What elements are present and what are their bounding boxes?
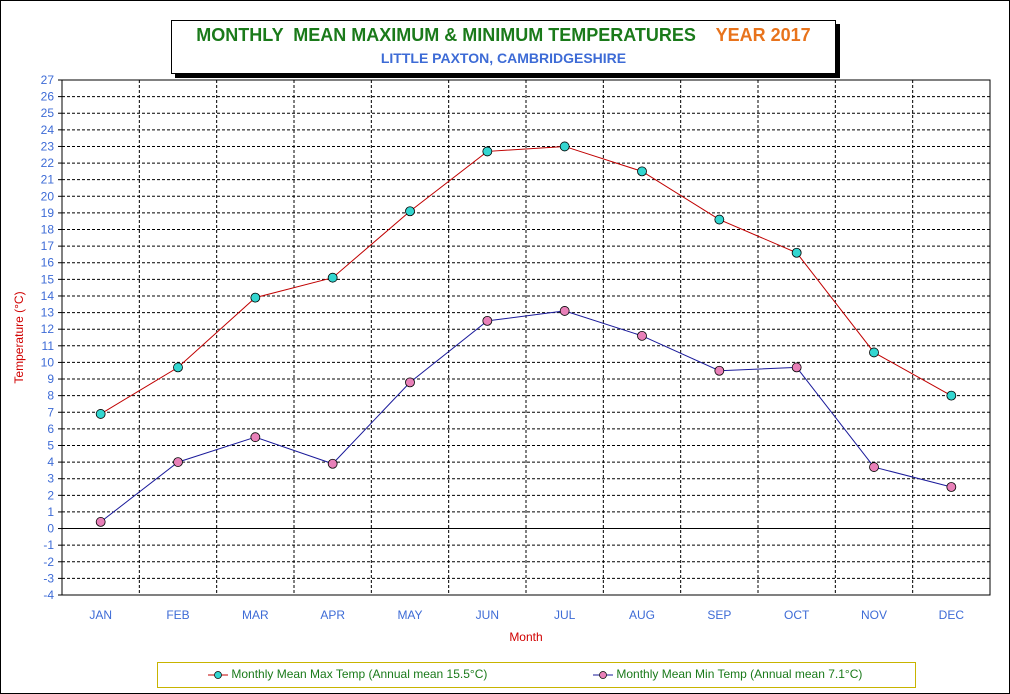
y-tick-label: 12 [41, 322, 55, 336]
y-tick-label: 23 [41, 139, 55, 153]
chart-title-box: MONTHLY MEAN MAXIMUM & MINIMUM TEMPERATU… [171, 20, 836, 74]
data-point-max [250, 292, 261, 303]
y-tick-label: 3 [47, 472, 54, 486]
data-point-max [946, 390, 957, 401]
series-line-max [100, 145, 952, 415]
y-tick-label: 4 [47, 455, 54, 469]
data-point-max [559, 141, 570, 152]
data-point-max [791, 247, 802, 258]
data-point-max [869, 347, 879, 358]
x-tick-label: SEP [707, 608, 731, 622]
x-tick-label: JAN [89, 608, 112, 622]
y-tick-label: 6 [47, 422, 54, 436]
data-point-min [327, 458, 338, 469]
y-tick-label: 1 [47, 505, 54, 519]
y-tick-label: 16 [41, 256, 55, 270]
data-point-min [95, 517, 106, 527]
data-point-min [714, 365, 725, 376]
y-tick-label: 25 [41, 106, 55, 120]
y-tick-label: 21 [41, 173, 55, 187]
y-tick-label: 0 [47, 522, 54, 536]
data-point-min [250, 432, 261, 443]
y-tick-label: -4 [43, 588, 54, 602]
y-tick-label: -1 [43, 538, 54, 552]
chart-title-main: MONTHLY MEAN MAXIMUM & MINIMUM TEMPERATU… [196, 25, 696, 45]
x-tick-label: OCT [784, 608, 810, 622]
chart-legend: Monthly Mean Max Temp (Annual mean 15.5°… [157, 662, 916, 688]
data-point-max [327, 272, 338, 283]
y-tick-label: 2 [47, 488, 54, 502]
y-tick-label: 13 [41, 306, 55, 320]
y-tick-label: 8 [47, 389, 54, 403]
y-tick-label: 5 [47, 438, 54, 452]
y-axis-label: Temperature (°C) [12, 291, 26, 383]
x-axis-label: Month [509, 630, 542, 644]
y-tick-label: 9 [47, 372, 54, 386]
x-tick-label: JUL [554, 608, 576, 622]
data-point-max [714, 214, 725, 225]
data-point-min [405, 377, 415, 388]
x-tick-label: FEB [166, 608, 189, 622]
x-tick-label: APR [320, 608, 345, 622]
chart-title-year: YEAR 2017 [715, 25, 811, 45]
x-tick-label: NOV [861, 608, 887, 622]
data-point-max [173, 362, 183, 373]
chart-subtitle: LITTLE PAXTON, CAMBRIDGESHIRE [380, 50, 627, 66]
y-tick-label: 26 [41, 90, 55, 104]
data-point-max [405, 206, 415, 217]
legend-label-min: Monthly Mean Min Temp (Annual mean 7.1°C… [616, 667, 863, 681]
data-point-max [637, 166, 647, 177]
x-tick-label: MAY [397, 608, 422, 622]
y-tick-label: 11 [42, 339, 55, 353]
legend-swatch-max [208, 670, 228, 679]
y-tick-label: 17 [41, 239, 55, 253]
y-tick-label: 24 [41, 123, 55, 137]
legend-item-min: Monthly Mean Min Temp (Annual mean 7.1°C… [593, 667, 862, 681]
y-tick-label: 20 [41, 189, 55, 203]
y-tick-label: 27 [41, 73, 55, 87]
data-point-min [173, 457, 183, 467]
data-point-min [869, 462, 879, 472]
x-tick-label: JUN [476, 608, 499, 622]
y-tick-label: -2 [43, 555, 54, 569]
y-tick-label: 15 [41, 272, 55, 286]
x-tick-label: DEC [939, 608, 965, 622]
y-tick-label: 18 [41, 223, 55, 237]
data-point-min [637, 330, 647, 341]
temperature-chart: -4-3-2-101234567891011121314151617181920… [12, 73, 991, 644]
y-tick-label: 7 [47, 405, 54, 419]
series-line-min [100, 310, 952, 523]
y-tick-label: -3 [43, 571, 54, 585]
data-point-min [482, 315, 493, 326]
x-tick-label: MAR [242, 608, 269, 622]
data-point-max [482, 146, 493, 157]
legend-swatch-min [593, 670, 613, 679]
y-tick-label: 19 [41, 206, 55, 220]
legend-item-max: Monthly Mean Max Temp (Annual mean 15.5°… [208, 667, 487, 681]
y-tick-label: 14 [41, 289, 55, 303]
x-tick-label: AUG [629, 608, 655, 622]
chart-title: MONTHLY MEAN MAXIMUM & MINIMUM TEMPERATU… [172, 25, 835, 46]
y-tick-label: 10 [41, 355, 55, 369]
data-point-min [946, 482, 957, 492]
data-point-max [95, 409, 106, 419]
data-point-min [559, 306, 570, 316]
legend-label-max: Monthly Mean Max Temp (Annual mean 15.5°… [231, 667, 488, 681]
y-tick-label: 22 [41, 156, 55, 170]
data-point-min [791, 362, 802, 373]
